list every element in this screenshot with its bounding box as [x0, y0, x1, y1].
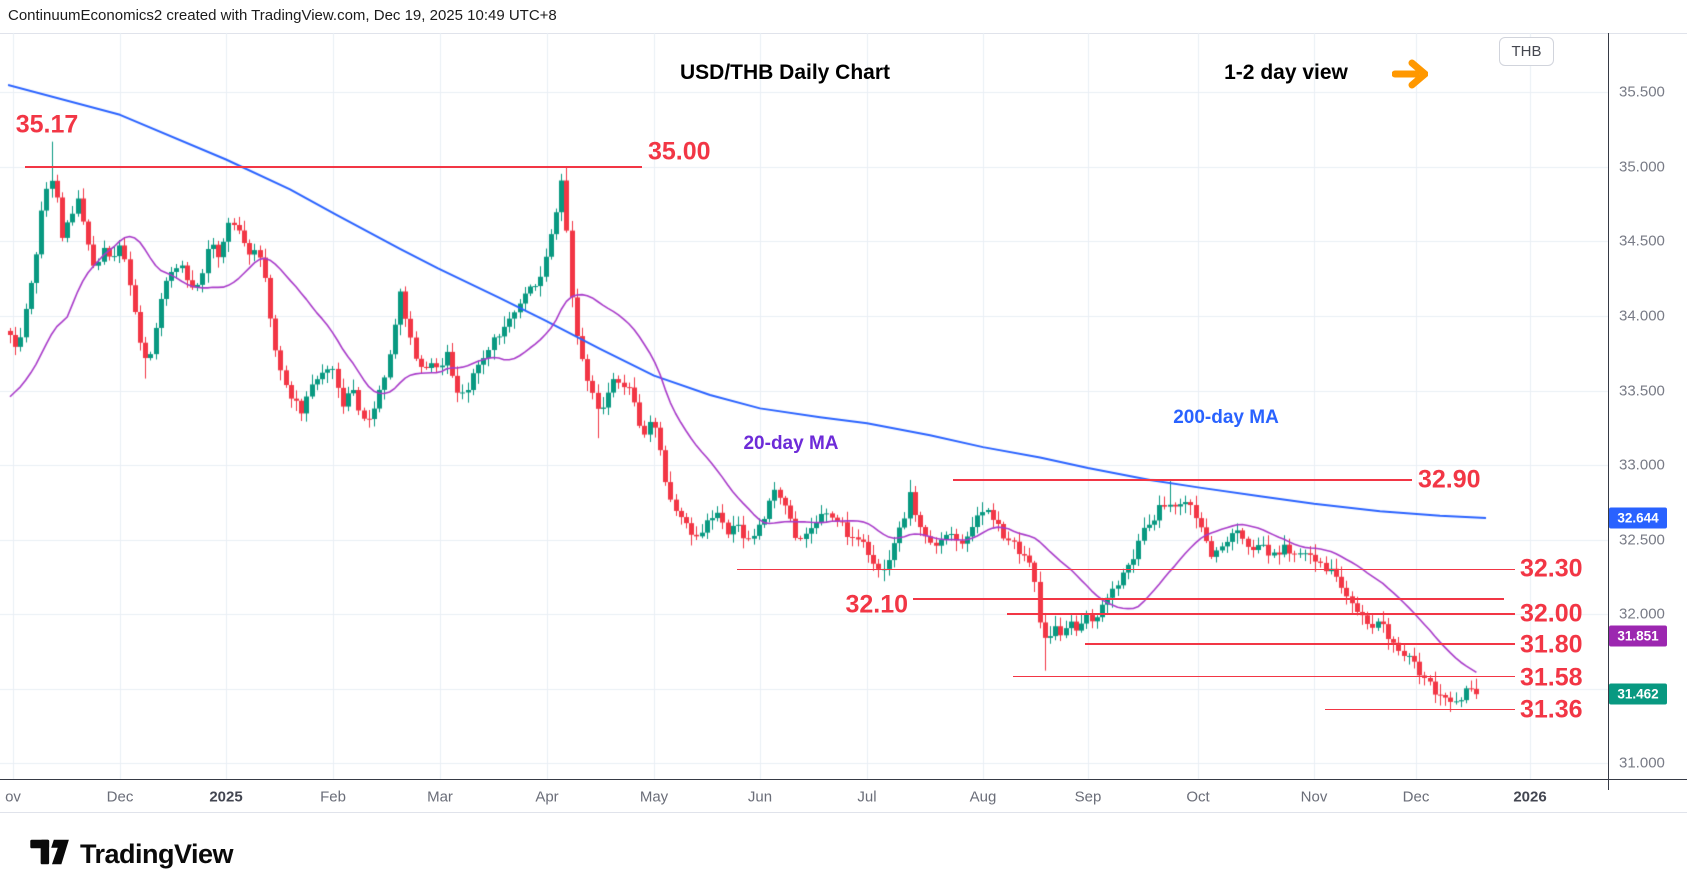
- tradingview-logo-icon: [30, 836, 72, 873]
- support-resistance-line: [1013, 675, 1515, 678]
- time-tick-label: Jun: [747, 788, 773, 806]
- time-axis-separator: [0, 779, 1687, 780]
- time-tick-label: Aug: [969, 788, 997, 806]
- time-tick-label: Mar: [427, 788, 453, 806]
- price-tick-label: 32.000: [1619, 605, 1665, 623]
- right-arrow-icon: [1391, 56, 1429, 92]
- view-horizon-note: 1-2 day view: [1224, 61, 1348, 84]
- chart-title: USD/THB Daily Chart: [679, 61, 891, 84]
- level-price-label: 31.58: [1520, 663, 1583, 692]
- level-price-label: 31.36: [1520, 695, 1583, 724]
- price-tick-label: 35.000: [1619, 158, 1665, 176]
- price-tick-label: 34.000: [1619, 307, 1665, 325]
- tradingview-logo-text: TradingView: [80, 839, 234, 869]
- time-tick-label: Dec: [106, 788, 134, 806]
- peak-high-label: 35.17: [15, 110, 79, 139]
- price-tick-label: 31.000: [1619, 754, 1665, 772]
- time-tick-label: ov: [5, 788, 21, 806]
- time-tick-label: Feb: [320, 788, 346, 806]
- level-price-label: 32.00: [1520, 599, 1583, 628]
- time-tick-label: 2025: [209, 788, 243, 806]
- time-tick-label: Jul: [857, 788, 877, 806]
- price-tick-label: 33.500: [1619, 382, 1665, 399]
- level-price-label: 32.10: [845, 590, 908, 619]
- last-price-badge: 32.644: [1609, 507, 1667, 529]
- price-axis-separator: [1608, 33, 1609, 790]
- price-tick-label: 32.500: [1619, 531, 1665, 549]
- currency-scale-button[interactable]: THB: [1499, 37, 1554, 66]
- tradingview-logo[interactable]: TradingView: [30, 836, 234, 873]
- support-resistance-line: [953, 479, 1412, 481]
- support-resistance-line: [1325, 708, 1515, 711]
- level-price-label: 32.90: [1418, 465, 1481, 494]
- last-price-badge: 31.462: [1609, 683, 1667, 705]
- time-tick-label: Nov: [1300, 788, 1328, 806]
- level-price-label: 35.00: [648, 137, 711, 166]
- time-tick-label: Apr: [535, 788, 559, 806]
- price-tick-label: 34.500: [1619, 232, 1665, 250]
- ma-series-label: 20-day MA: [743, 433, 839, 454]
- price-tick-label: 35.500: [1619, 83, 1665, 101]
- time-tick-label: Dec: [1402, 788, 1430, 806]
- ma-series-label: 200-day MA: [1173, 407, 1279, 428]
- support-resistance-line: [1085, 643, 1515, 645]
- level-price-label: 31.80: [1520, 630, 1583, 659]
- level-price-label: 32.30: [1520, 554, 1583, 583]
- time-tick-label: May: [639, 788, 669, 806]
- support-resistance-line: [1007, 613, 1515, 615]
- support-resistance-line: [25, 166, 642, 168]
- support-resistance-line: [737, 568, 1515, 571]
- last-price-badge: 31.851: [1609, 625, 1667, 647]
- support-resistance-line: [913, 598, 1504, 600]
- time-tick-label: Sep: [1074, 788, 1102, 806]
- time-tick-label: Oct: [1186, 788, 1210, 806]
- price-tick-label: 33.000: [1619, 456, 1665, 474]
- time-tick-label: 2026: [1513, 788, 1547, 806]
